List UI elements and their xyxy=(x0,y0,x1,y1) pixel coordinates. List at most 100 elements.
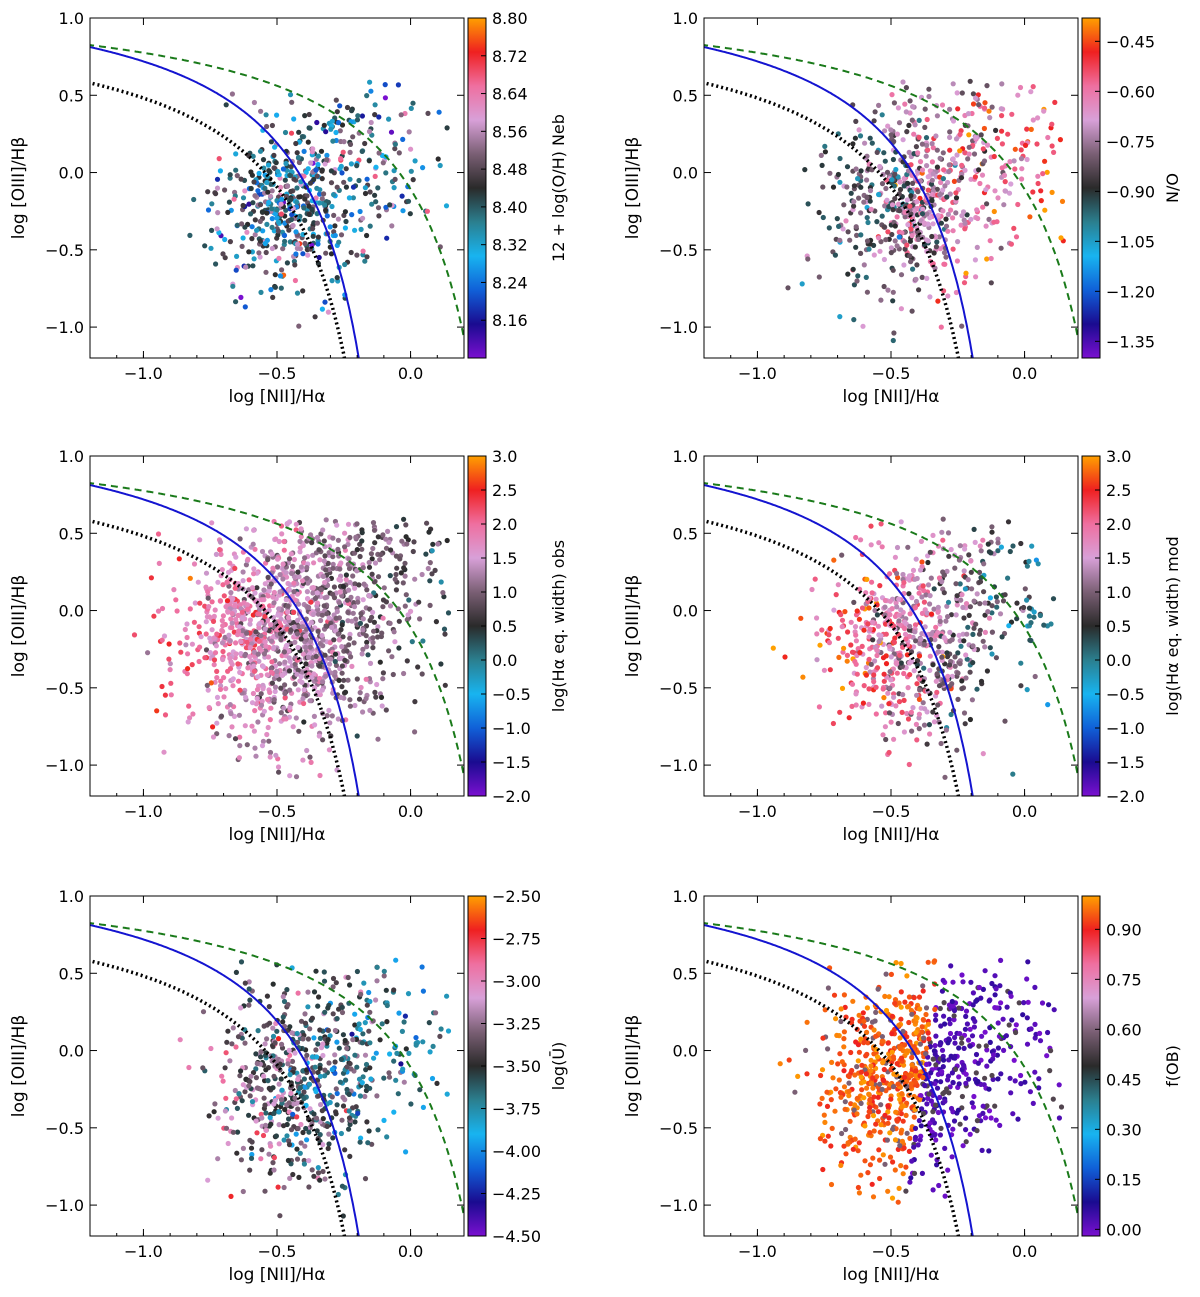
data-point xyxy=(222,236,228,243)
data-point xyxy=(925,582,932,588)
data-point xyxy=(873,684,879,690)
data-point xyxy=(207,650,213,656)
data-point xyxy=(420,1039,426,1045)
data-point xyxy=(913,556,919,562)
data-point xyxy=(302,1020,309,1026)
data-point xyxy=(262,1188,268,1194)
data-point xyxy=(852,135,859,141)
data-point xyxy=(233,969,239,976)
data-point xyxy=(405,198,412,204)
data-point xyxy=(322,1009,328,1015)
x-axis-label: log [NII]/Hα xyxy=(228,1265,325,1285)
data-point xyxy=(303,661,309,667)
data-point xyxy=(953,289,960,296)
data-point xyxy=(263,1122,269,1128)
data-point xyxy=(263,269,269,275)
data-point xyxy=(380,604,386,610)
data-point xyxy=(207,635,213,641)
data-point xyxy=(999,141,1006,147)
data-point xyxy=(963,652,969,658)
data-point xyxy=(897,186,904,193)
data-point xyxy=(438,1026,444,1032)
data-point xyxy=(1058,1104,1065,1110)
data-point xyxy=(352,1052,358,1058)
data-point xyxy=(981,125,988,132)
data-point xyxy=(958,597,964,603)
data-point xyxy=(891,639,898,646)
data-point xyxy=(950,118,957,124)
stasinska-line xyxy=(90,959,347,1236)
data-point xyxy=(314,600,321,606)
data-point xyxy=(267,754,273,760)
data-point xyxy=(947,129,953,135)
data-point xyxy=(343,218,349,225)
data-point xyxy=(911,131,917,137)
data-point xyxy=(371,619,377,625)
data-point xyxy=(217,686,224,693)
data-point xyxy=(921,599,928,605)
data-point xyxy=(865,621,871,627)
data-point xyxy=(362,258,368,264)
data-point xyxy=(419,671,425,677)
data-point xyxy=(305,654,312,661)
data-point xyxy=(919,559,925,565)
data-point xyxy=(883,237,889,243)
data-point xyxy=(261,587,267,593)
data-point xyxy=(330,561,336,567)
data-point xyxy=(375,205,382,211)
data-point xyxy=(837,709,843,715)
data-point xyxy=(930,532,936,539)
data-point xyxy=(240,628,246,634)
data-point xyxy=(408,146,414,152)
data-point xyxy=(358,991,364,997)
data-point xyxy=(346,1126,352,1132)
data-point xyxy=(283,207,289,213)
data-point xyxy=(278,211,284,217)
data-point xyxy=(777,1061,783,1067)
data-point xyxy=(934,113,941,119)
colorbar-tick-label: 1.5 xyxy=(1106,549,1131,568)
data-point xyxy=(283,160,289,167)
data-point xyxy=(276,661,283,667)
data-point xyxy=(354,163,360,169)
kauffmann-line xyxy=(704,484,974,796)
data-point xyxy=(151,613,157,619)
data-point xyxy=(251,99,257,106)
data-point xyxy=(1059,198,1066,204)
data-point xyxy=(1002,718,1008,724)
data-point xyxy=(185,719,191,725)
data-point xyxy=(412,576,418,582)
data-point xyxy=(302,113,308,119)
data-point xyxy=(162,692,168,698)
data-point xyxy=(294,150,300,156)
data-point xyxy=(907,253,913,259)
data-point xyxy=(322,579,328,586)
data-point xyxy=(962,220,968,226)
data-point xyxy=(359,538,365,544)
data-point xyxy=(876,540,882,546)
data-point xyxy=(320,527,326,533)
data-point xyxy=(317,191,323,197)
data-point xyxy=(949,1154,955,1160)
data-point xyxy=(822,149,829,155)
data-point xyxy=(311,176,317,183)
data-point xyxy=(888,250,894,256)
data-point xyxy=(873,1009,879,1016)
data-point xyxy=(924,1061,930,1067)
data-point xyxy=(238,651,244,657)
data-point xyxy=(924,163,930,169)
data-point xyxy=(243,645,249,651)
data-point xyxy=(202,603,208,609)
data-point xyxy=(247,997,253,1003)
data-point xyxy=(898,607,904,613)
data-point xyxy=(916,134,922,140)
data-point xyxy=(433,619,439,625)
data-point xyxy=(242,653,248,659)
data-point xyxy=(319,196,325,202)
data-point xyxy=(966,1076,972,1082)
data-point xyxy=(943,254,949,260)
data-point xyxy=(212,1101,218,1107)
data-point xyxy=(955,650,961,656)
data-point xyxy=(252,590,258,596)
